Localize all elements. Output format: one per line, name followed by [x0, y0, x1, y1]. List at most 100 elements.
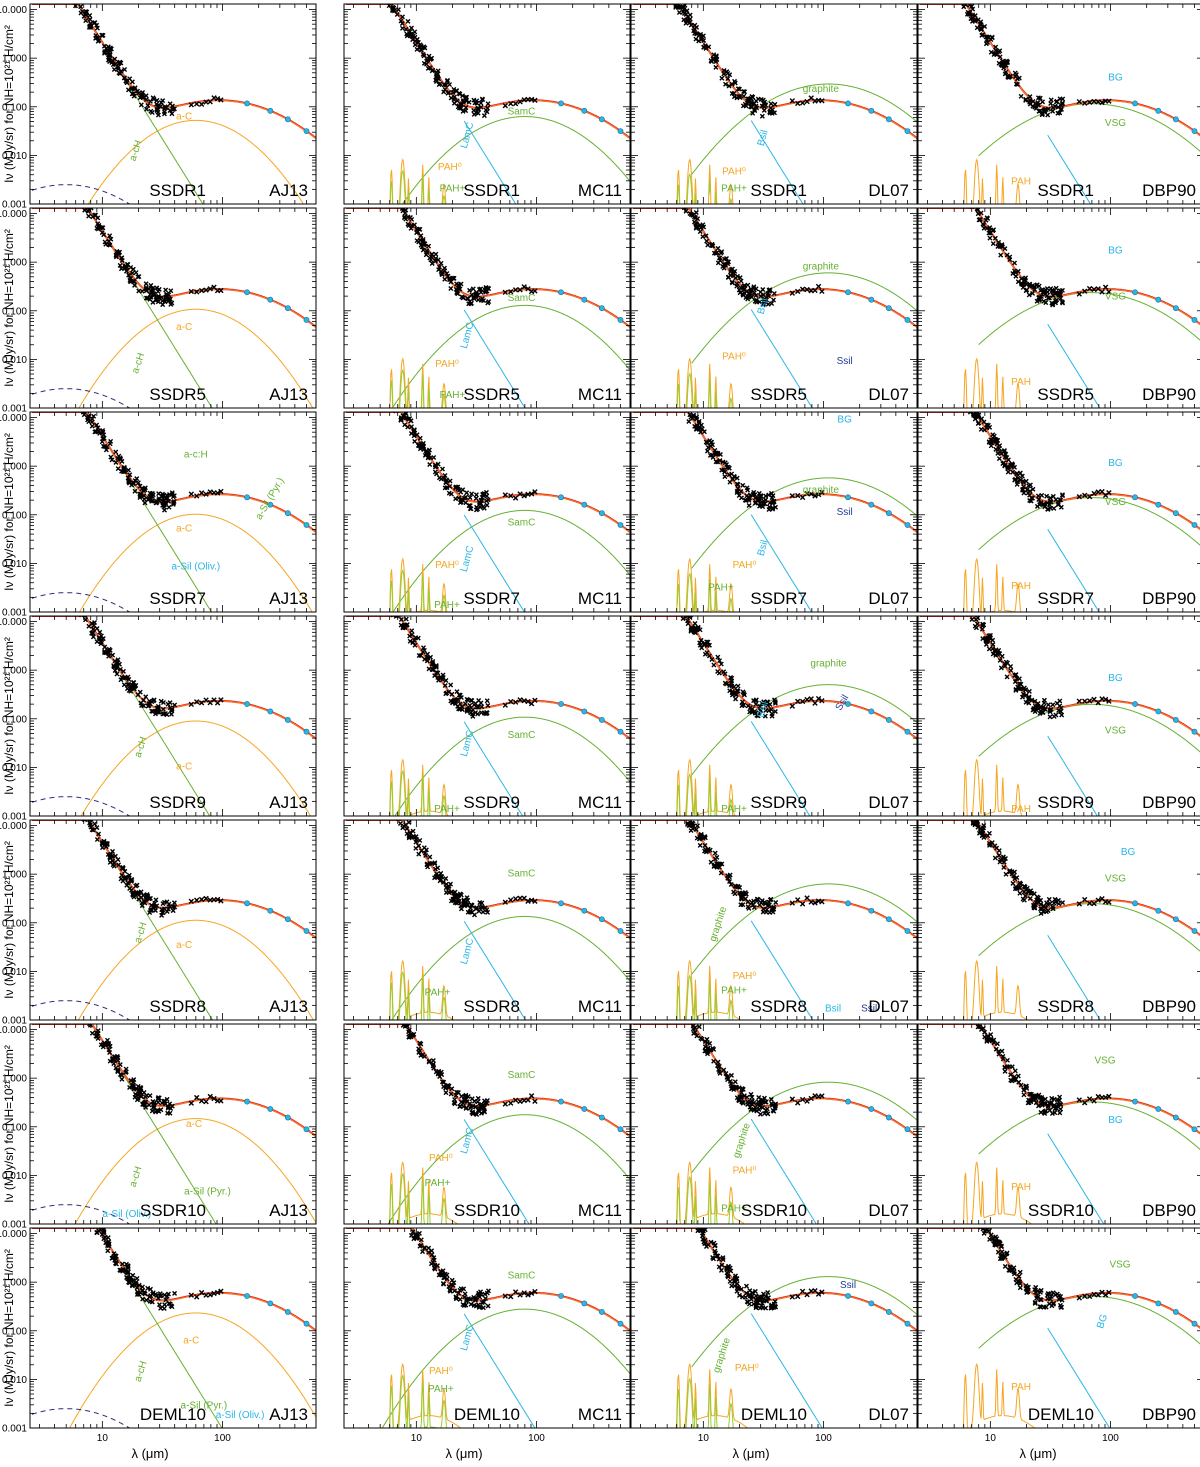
component-label: graphite [810, 658, 847, 669]
panel-region-label: SSDR9 [750, 793, 807, 812]
data-point [381, 179, 385, 183]
data-point [379, 781, 383, 785]
data-point [957, 990, 961, 994]
data-point [428, 855, 432, 859]
data-point [677, 11, 681, 15]
data-point [967, 1190, 971, 1194]
data-point [968, 1008, 972, 1012]
data-point [1014, 274, 1018, 278]
component-label: LamC [459, 729, 477, 758]
data-point [729, 1269, 733, 1273]
panel-region-label: SSDR5 [1037, 385, 1094, 404]
data-point [758, 1112, 762, 1116]
data-point [964, 0, 968, 4]
data-point [805, 896, 809, 900]
data-point [74, 597, 78, 601]
data-point [97, 1223, 101, 1227]
data-point [386, 999, 390, 1003]
data-point [1048, 715, 1052, 719]
panel-model-label: DBP90 [1142, 997, 1196, 1016]
x-tick-label: 10 [97, 1433, 109, 1444]
panel-frame [918, 208, 1200, 408]
panel-region-label: SSDR7 [463, 589, 520, 608]
model-band-curve [32, 412, 316, 532]
far-ir-point [886, 117, 891, 122]
data-point [66, 980, 70, 984]
data-point [754, 1294, 758, 1298]
data-point [680, 1011, 684, 1015]
data-point [1022, 1093, 1026, 1097]
data-point [81, 1202, 85, 1206]
data-point [381, 177, 385, 181]
data-point [960, 593, 964, 597]
data-point [84, 201, 88, 205]
total-model-curve [346, 412, 630, 532]
far-ir-point [285, 917, 290, 922]
data-point [72, 993, 76, 997]
data-point [399, 816, 403, 820]
data-point [974, 612, 978, 616]
y-axis-title: Iν (MJy/sr) for NH=10²¹ H/cm² [2, 25, 16, 183]
data-point [384, 174, 388, 178]
far-ir-point [599, 306, 604, 311]
far-ir-point [582, 297, 587, 302]
component-label: SamC [508, 293, 536, 304]
component-label: PAH+ [440, 390, 466, 401]
data-point [1005, 1058, 1009, 1062]
panel-ssdr5-aj13: a-Ca-cHSSDR5AJ130.0010.0100.1001.00010.0… [0, 168, 316, 423]
data-point [956, 179, 960, 183]
far-ir-point [1173, 511, 1178, 516]
far-ir-point [304, 1127, 309, 1132]
data-point [820, 1094, 824, 1098]
data-point [386, 599, 390, 603]
data-point [969, 804, 973, 808]
data-point [1054, 713, 1058, 717]
component-label: BG [1108, 458, 1123, 469]
total-model-curve [633, 412, 917, 532]
data-point [380, 179, 384, 183]
data-point [698, 843, 702, 847]
component-label: BG [1108, 246, 1123, 257]
data-point [759, 290, 763, 294]
far-ir-point [268, 908, 273, 913]
vsg-component [979, 1102, 1200, 1154]
data-point [440, 467, 444, 471]
data-point [974, 1204, 978, 1208]
component-label: Ssil [834, 693, 852, 712]
data-point [380, 784, 384, 788]
data-point [667, 378, 671, 382]
component-label: PAH⁰ [733, 971, 757, 982]
data-point [752, 899, 756, 903]
panel-frame [631, 1024, 917, 1224]
data-point [953, 779, 957, 783]
far-ir-point [268, 108, 273, 113]
data-point [701, 235, 705, 239]
component-label: graphite [708, 905, 730, 943]
data-point [739, 279, 743, 283]
far-ir-point [1173, 1115, 1178, 1120]
data-point [79, 602, 83, 606]
data-point [481, 910, 485, 914]
panel-region-label: SSDR1 [1037, 181, 1094, 200]
data-point [960, 803, 964, 807]
data-point [956, 581, 960, 585]
panel-region-label: DEML10 [1028, 1405, 1094, 1424]
a-c-component [71, 309, 316, 422]
component-label: PAH+ [425, 987, 451, 998]
data-point [68, 598, 72, 602]
data-point [86, 1213, 90, 1217]
model-band-curve [346, 616, 630, 739]
data-point [971, 1020, 975, 1024]
data-point [800, 1289, 804, 1293]
panel-model-label: DBP90 [1142, 181, 1196, 200]
data-point [671, 1180, 675, 1184]
panel-model-label: MC11 [578, 793, 622, 812]
far-ir-point [558, 290, 563, 295]
total-model-curve [633, 4, 917, 138]
data-point [669, 388, 673, 392]
component-label: a-cH [133, 1360, 150, 1383]
data-point [383, 588, 387, 592]
data-point [402, 1012, 406, 1016]
